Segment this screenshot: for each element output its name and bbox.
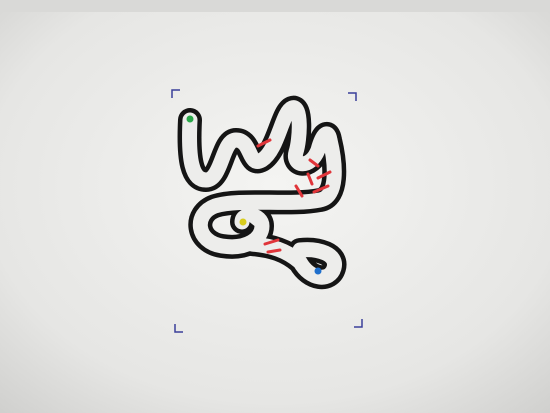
yellow-dot xyxy=(239,218,247,226)
corner-mark xyxy=(354,319,363,328)
red-dash xyxy=(294,184,304,198)
red-dash xyxy=(316,170,332,180)
red-dash xyxy=(312,184,330,194)
end-dot xyxy=(314,267,322,275)
red-dash xyxy=(263,238,280,246)
red-dash xyxy=(308,158,320,168)
corner-mark xyxy=(348,92,357,101)
red-dash xyxy=(256,138,272,148)
corner-mark xyxy=(174,324,183,333)
red-dash xyxy=(266,248,282,254)
start-dot xyxy=(186,115,194,123)
corridor-floor xyxy=(182,100,342,255)
red-dash xyxy=(306,172,314,186)
corner-mark xyxy=(171,89,180,98)
red-marks xyxy=(256,138,332,254)
corner-marks xyxy=(171,89,363,333)
paper-edge xyxy=(0,0,550,12)
